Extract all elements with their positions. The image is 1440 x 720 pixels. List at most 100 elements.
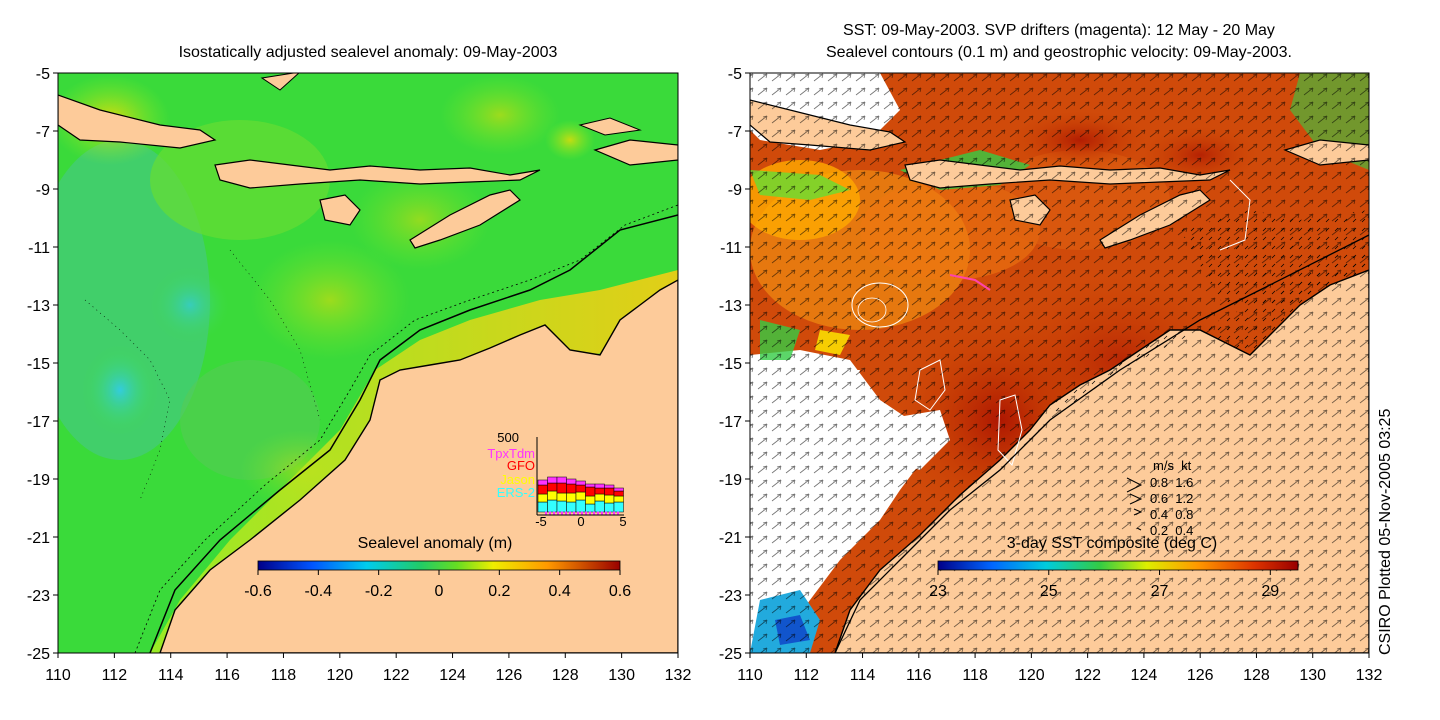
velocity-legend-row-04: 0.4 0.8 xyxy=(1150,507,1193,522)
inset-bar xyxy=(547,482,558,492)
y-tick-label: -11 xyxy=(720,240,742,257)
x-tick-label: 120 xyxy=(1018,667,1045,684)
x-tick-label: 128 xyxy=(1243,667,1270,684)
sla-java-land xyxy=(58,94,217,149)
colorbar-tick-label: 0.2 xyxy=(488,583,510,600)
velocity-legend-row-06: 0.6 1.2 xyxy=(1150,491,1193,506)
inset-bar xyxy=(575,484,586,493)
sla-colorbar-ticks: -0.6 -0.4 -0.2 0 0.2 0.4 0.6 xyxy=(244,570,631,600)
sla-timor-land xyxy=(409,189,521,249)
inset-bar xyxy=(566,478,577,485)
x-tick-label: 128 xyxy=(552,667,579,684)
x-tick-label: 120 xyxy=(326,667,353,684)
y-tick-label: -25 xyxy=(719,646,742,663)
inset-bar xyxy=(585,503,596,513)
inset-y-tick: 500 xyxy=(497,430,519,445)
y-tick-label: -9 xyxy=(36,182,50,199)
sla-map xyxy=(58,73,678,653)
inset-bar xyxy=(613,487,624,492)
svp-drifter-track xyxy=(949,274,991,291)
axis-ticks: -5 -7 -9 -11 -13 -15 -17 -19 -21 -23 -25 110 112 114 1… xyxy=(27,66,1383,684)
inset-bar xyxy=(594,483,605,489)
x-tick-label: 130 xyxy=(608,667,635,684)
x-tick-label: 114 xyxy=(158,667,184,684)
colorbar-tick-label: 0 xyxy=(435,583,444,600)
inset-bar xyxy=(585,486,596,497)
sst-colorbar-ticks: 23 25 27 29 xyxy=(929,570,1279,600)
inset-bar xyxy=(566,501,577,513)
inset-label-gfo: GFO xyxy=(507,458,535,473)
inset-bar xyxy=(537,479,548,486)
inset-bar xyxy=(556,500,567,513)
inset-bar xyxy=(547,499,558,513)
y-tick-label: -15 xyxy=(27,356,50,373)
inset-bar xyxy=(585,495,596,505)
inset-bar xyxy=(537,501,548,513)
inset-label-ers2: ERS-2 xyxy=(497,485,535,500)
velocity-legend: m/s kt 0.8 1.6 0.6 1.2 0.4 0.8 0.2 0.4 xyxy=(1126,458,1193,538)
inset-bar xyxy=(604,494,615,504)
colorbar-tick-label: -0.2 xyxy=(365,583,393,600)
colorbar-tick-label: -0.6 xyxy=(244,583,272,600)
y-tick-label: -23 xyxy=(27,588,50,605)
inset-bar xyxy=(547,476,558,484)
colorbar-tick-label: 0.6 xyxy=(609,583,631,600)
inset-bar xyxy=(604,502,615,513)
inset-bar xyxy=(556,482,567,494)
inset-bar xyxy=(613,501,624,513)
y-tick-label: -21 xyxy=(27,530,50,547)
inset-bar xyxy=(613,490,624,497)
y-tick-label: -21 xyxy=(719,530,742,547)
inset-bar xyxy=(566,492,577,503)
y-tick-label: -15 xyxy=(719,356,742,373)
x-tick-label: 112 xyxy=(794,667,820,684)
colorbar-tick-label: 0.4 xyxy=(549,583,571,600)
sst-map xyxy=(750,73,1369,653)
inset-x-tick-0: 0 xyxy=(577,514,584,529)
x-tick-label: 122 xyxy=(1074,667,1101,684)
inset-bars xyxy=(537,476,624,515)
inset-bar xyxy=(594,500,605,513)
x-tick-label: 126 xyxy=(1187,667,1214,684)
x-tick-label: 110 xyxy=(45,667,71,684)
y-tick-label: -25 xyxy=(27,646,50,663)
inset-bar xyxy=(566,483,577,494)
x-tick-label: 114 xyxy=(850,667,876,684)
x-tick-label: 124 xyxy=(439,667,466,684)
x-tick-label: 116 xyxy=(906,667,932,684)
x-tick-label: 118 xyxy=(271,667,297,684)
left-panel-title: Isostatically adjusted sealevel anomaly:… xyxy=(179,44,558,61)
inset-bar xyxy=(575,499,586,513)
inset-bar xyxy=(575,491,586,501)
inset-x-tick-neg5: -5 xyxy=(535,514,547,529)
colorbar-tick-label: 27 xyxy=(1151,583,1169,600)
x-tick-label: 118 xyxy=(962,667,988,684)
y-tick-label: -19 xyxy=(719,472,742,489)
inset-label-tpxtdm: TpxTdm xyxy=(487,446,535,461)
y-tick-label: -17 xyxy=(27,414,50,431)
sla-australia-land xyxy=(159,279,678,653)
y-tick-label: -13 xyxy=(719,298,742,315)
plot-credit: CSIRO Plotted 05-Nov-2005 03:25 xyxy=(1377,409,1394,655)
right-panel-title-line2: Sealevel contours (0.1 m) and geostrophi… xyxy=(826,44,1292,61)
inset-bar xyxy=(585,483,596,488)
x-tick-label: 124 xyxy=(1131,667,1158,684)
y-tick-label: -5 xyxy=(36,66,50,83)
y-tick-label: -17 xyxy=(719,414,742,431)
x-tick-label: 132 xyxy=(665,667,692,684)
colorbar-tick-label: 23 xyxy=(929,583,947,600)
sla-colorbar xyxy=(257,560,621,571)
inset-x-tick-5: 5 xyxy=(619,514,626,529)
inset-bar xyxy=(613,495,624,503)
x-tick-label: 116 xyxy=(214,667,240,684)
inset-bar xyxy=(556,476,567,484)
colorbar-tick-label: -0.4 xyxy=(305,583,333,600)
velocity-legend-row-08: 0.8 1.6 xyxy=(1150,475,1193,490)
altimeter-inset: 500 TpxTdm GFO Jason ERS-2 -5 0 5 xyxy=(487,430,626,529)
x-tick-label: 122 xyxy=(383,667,410,684)
inset-bar xyxy=(594,493,605,502)
x-tick-label: 126 xyxy=(496,667,523,684)
y-tick-label: -23 xyxy=(719,588,742,605)
y-tick-label: -7 xyxy=(36,124,50,141)
